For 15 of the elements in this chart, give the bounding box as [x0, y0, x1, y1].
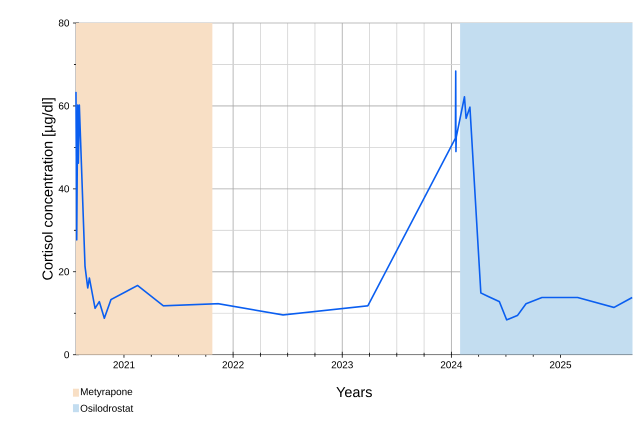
x-tick-label: 2021	[113, 361, 135, 368]
y-axis-title: Cortisol concentration [µg/dl]	[42, 98, 56, 280]
legend-label: Metyrapone	[80, 388, 132, 398]
y-tick-label: 20	[58, 268, 70, 276]
y-tick-label: 60	[58, 102, 70, 110]
x-tick-label: 2025	[550, 361, 572, 368]
line-series	[75, 70, 633, 321]
y-tick-label: 80	[58, 20, 70, 27]
legend-label: Osilodrostat	[80, 404, 134, 412]
x-tick-label: 2024	[440, 361, 462, 368]
y-tick-label: 40	[58, 185, 70, 193]
x-axis-title: Years	[336, 387, 372, 398]
x-tick-label: 2022	[222, 361, 244, 368]
x-tick-label: 2023	[332, 361, 353, 368]
y-tick-label: 0	[64, 351, 70, 358]
